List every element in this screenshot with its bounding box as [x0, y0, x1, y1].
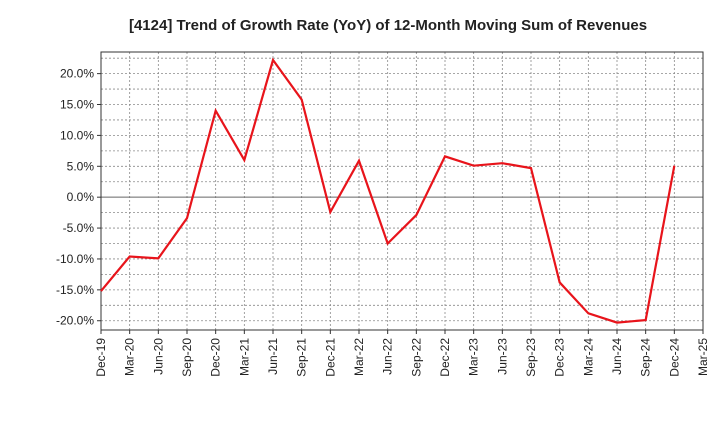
x-tick-label: Dec-20	[209, 338, 223, 377]
plot-background	[101, 52, 703, 330]
x-tick-label: Mar-25	[696, 338, 710, 376]
x-tick-label: Dec-21	[323, 338, 337, 377]
y-tick-label: -20.0%	[56, 314, 94, 328]
chart-title: [4124] Trend of Growth Rate (YoY) of 12-…	[129, 17, 647, 34]
x-tick-label: Mar-20	[123, 338, 137, 376]
y-tick-label: 20.0%	[60, 67, 94, 81]
x-tick-label: Jun-22	[381, 338, 395, 375]
x-tick-label: Jun-20	[151, 338, 165, 375]
x-tick-label: Mar-23	[467, 338, 481, 376]
y-tick-label: 15.0%	[60, 98, 94, 112]
x-tick-label: Sep-21	[295, 338, 309, 377]
y-tick-label: 5.0%	[67, 159, 95, 173]
y-tick-label: 0.0%	[67, 190, 95, 204]
y-tick-label: -15.0%	[56, 283, 94, 297]
x-tick-label: Sep-22	[409, 338, 423, 377]
x-tick-label: Dec-24	[667, 338, 681, 377]
x-tick-label: Mar-24	[581, 338, 595, 376]
x-tick-label: Sep-23	[524, 338, 538, 377]
x-tick-label: Dec-23	[553, 338, 567, 377]
x-tick-label: Jun-24	[610, 338, 624, 375]
x-tick-label: Mar-22	[352, 338, 366, 376]
y-tick-label: 10.0%	[60, 128, 94, 142]
x-tick-label: Dec-22	[438, 338, 452, 377]
x-tick-label: Dec-19	[94, 338, 108, 377]
y-tick-label: -5.0%	[63, 221, 95, 235]
x-tick-label: Sep-24	[639, 338, 653, 377]
x-tick-label: Jun-23	[495, 338, 509, 375]
x-tick-label: Jun-21	[266, 338, 280, 375]
series-line	[100, 57, 676, 324]
x-tick-label: Sep-20	[180, 338, 194, 377]
y-tick-label: -10.0%	[56, 252, 94, 266]
plot-area: 20.0% 15.0% 10.0% 5.0% 0.0% -5.0% -10.0% -15.0%…	[56, 51, 710, 377]
plot-frame	[100, 51, 704, 331]
x-tick-label: Mar-21	[237, 338, 251, 376]
